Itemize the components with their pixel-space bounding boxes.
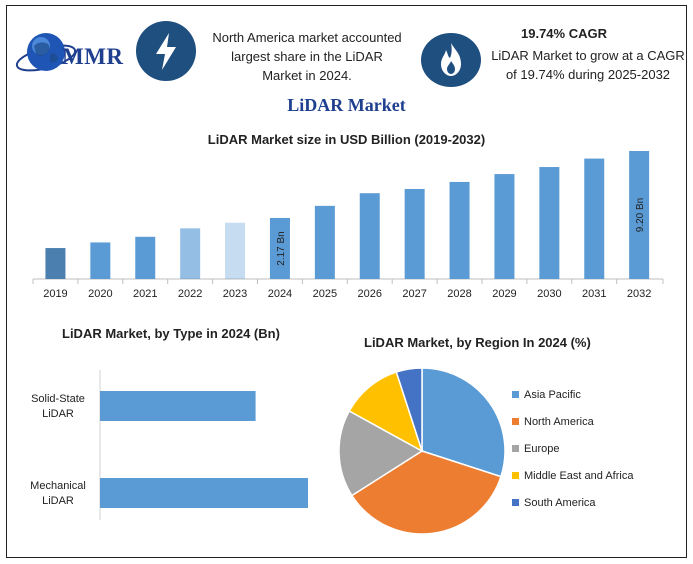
- bar-data-label: 2.17 Bn: [276, 231, 287, 265]
- legend-swatch: [512, 391, 519, 398]
- x-tick-label: 2024: [268, 288, 292, 300]
- legend-label: Europe: [524, 443, 559, 455]
- x-tick-label: 2027: [402, 288, 426, 300]
- x-tick-label: 2028: [447, 288, 471, 300]
- x-tick-label: 2023: [223, 288, 247, 300]
- x-tick-label: 2030: [537, 288, 561, 300]
- x-tick-label: 2019: [43, 288, 67, 300]
- bar-2028: [449, 181, 470, 279]
- bar-2023: [225, 222, 246, 279]
- legend-swatch: [512, 445, 519, 452]
- type-bar-chart: Solid-State LiDAR Mechanical LiDAR: [30, 370, 308, 520]
- type-chart-title: LiDAR Market, by Type in 2024 (Bn): [62, 326, 280, 341]
- north-america-fact: North America market accounted largest s…: [212, 30, 402, 83]
- bar-solid-state: [100, 391, 256, 421]
- legend-label: Asia Pacific: [524, 389, 581, 401]
- lightning-bolt-icon: [156, 33, 176, 70]
- region-chart-title: LiDAR Market, by Region In 2024 (%): [364, 335, 591, 350]
- pie-slice-middle-east-and-africa: [348, 371, 424, 453]
- x-tick-label: 2026: [358, 288, 382, 300]
- pie-slice-south-america: [395, 367, 423, 452]
- legend-label: Middle East and Africa: [524, 470, 634, 482]
- x-tick-label: 2020: [88, 288, 112, 300]
- y-tick-label: Solid-State: [31, 393, 85, 405]
- flame-icon: [441, 43, 461, 76]
- page-title: LiDAR Market: [287, 95, 406, 115]
- pie-slice-europe: [338, 409, 424, 497]
- legend-swatch: [512, 499, 519, 506]
- cagr-title: 19.74% CAGR: [521, 26, 607, 41]
- legend-swatch: [512, 472, 519, 479]
- bar-2022: [180, 228, 201, 279]
- y-tick-label: LiDAR: [42, 495, 74, 507]
- bar-2029: [494, 174, 515, 279]
- bar-2024: [269, 217, 290, 279]
- x-tick-label: 2022: [178, 288, 202, 300]
- logo-text: MMR: [62, 44, 124, 69]
- bar-2032: [629, 151, 650, 279]
- y-tick-label: Mechanical: [30, 480, 86, 492]
- bar-2020: [90, 242, 111, 279]
- x-tick-label: 2031: [582, 288, 606, 300]
- legend-label: North America: [524, 416, 595, 428]
- lightning-icon-badge: [136, 21, 196, 81]
- region-pie-chart: Asia Pacific North America Europe Middle Ea…: [338, 367, 634, 535]
- bar-2026: [359, 193, 380, 279]
- y-tick-label: LiDAR: [42, 408, 74, 420]
- cagr-fact: LiDAR Market to grow at a CAGR of 19.74%…: [491, 48, 685, 82]
- flame-icon-badge: [421, 33, 481, 87]
- bar-2027: [404, 188, 425, 279]
- x-tick-label: 2032: [627, 288, 651, 300]
- x-tick-label: 2029: [492, 288, 516, 300]
- pie-slice-asia-pacific: [421, 367, 506, 478]
- x-tick-label: 2025: [313, 288, 337, 300]
- mmr-globe-logo: [15, 33, 77, 72]
- market-size-bar-chart: 2019 2020 2021 2022 2023 2024 2.17 Bn 2025 2026 2…: [32, 151, 664, 300]
- bar-data-label: 9.20 Bn: [635, 198, 646, 232]
- legend-swatch: [512, 418, 519, 425]
- legend-label: South America: [524, 497, 596, 509]
- bar-2021: [135, 236, 156, 279]
- market-size-chart-title: LiDAR Market size in USD Billion (2019-2…: [207, 132, 486, 147]
- bar-2031: [584, 158, 605, 279]
- bar-2030: [539, 167, 560, 279]
- pie-slice-north-america: [350, 450, 502, 535]
- x-tick-label: 2021: [133, 288, 157, 300]
- bar-mechanical: [100, 478, 308, 508]
- bar-2025: [314, 205, 335, 279]
- bar-2019: [45, 248, 66, 279]
